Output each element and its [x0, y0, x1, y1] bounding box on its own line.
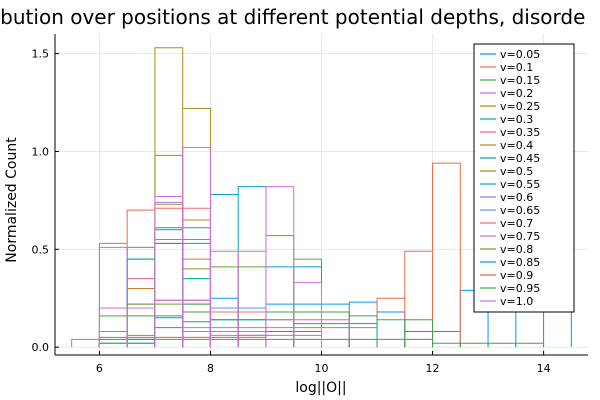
- legend-label: v=1.0: [500, 295, 533, 308]
- legend-label: v=0.15: [500, 74, 540, 87]
- y-tick-label: 0.0: [32, 341, 50, 354]
- histogram-series-v-0-6: [126, 201, 267, 348]
- histogram-series-v-0-65: [126, 299, 267, 348]
- legend-label: v=0.05: [500, 48, 540, 61]
- legend-box: [473, 43, 575, 313]
- histogram-series-v-0-3: [126, 319, 378, 348]
- series-layer: [71, 47, 572, 348]
- legend-label: v=0.25: [500, 100, 540, 113]
- legend-label: v=0.85: [500, 256, 540, 269]
- legend-label: v=0.2: [500, 87, 533, 100]
- axes: 6 8 10 12 14 0.0 0.5 1.0 1.5: [32, 34, 588, 375]
- legend-label: v=0.65: [500, 204, 540, 217]
- y-axis-label: Normalized Count: [4, 137, 20, 263]
- x-tick-label: 8: [207, 362, 214, 375]
- x-tick-label: 10: [315, 362, 329, 375]
- x-tick-label: 12: [426, 362, 440, 375]
- y-tick-label: 1.0: [32, 145, 50, 158]
- histogram-series-v-0-8: [126, 235, 322, 348]
- histogram-series-v-0-4: [126, 203, 211, 348]
- x-axis-label: log||O||: [295, 380, 346, 396]
- legend-label: v=0.8: [500, 243, 533, 256]
- legend-label: v=0.75: [500, 230, 540, 243]
- legend-label: v=0.7: [500, 217, 533, 230]
- legend-label: v=0.95: [500, 282, 540, 295]
- histogram-series-v-0-95: [98, 338, 434, 348]
- legend-label: v=0.3: [500, 113, 533, 126]
- y-tick-label: 1.5: [32, 48, 50, 61]
- legend-label: v=0.9: [500, 269, 533, 282]
- y-tick-label: 0.5: [32, 243, 50, 256]
- legend-label: v=0.6: [500, 191, 533, 204]
- x-tick-label: 6: [96, 362, 103, 375]
- histogram-series-v-0-5: [126, 154, 211, 348]
- histogram-series-v-1-0: [98, 147, 322, 348]
- histogram-series-v-0-9: [98, 336, 267, 348]
- histogram-series-v-0-35: [98, 239, 322, 348]
- legend-label: v=0.1: [500, 61, 533, 74]
- legend-label: v=0.4: [500, 139, 533, 152]
- chart-title: ibution over positions at different pote…: [0, 5, 585, 29]
- legend-label: v=0.45: [500, 152, 540, 165]
- legend-label: v=0.35: [500, 126, 540, 139]
- legend-label: v=0.55: [500, 178, 540, 191]
- legend: v=0.05v=0.1v=0.15v=0.2v=0.25v=0.3v=0.35v…: [473, 43, 575, 313]
- histogram-series-v-0-85: [98, 186, 322, 348]
- legend-label: v=0.5: [500, 165, 533, 178]
- histogram-series-v-0-7: [154, 207, 267, 348]
- x-tick-label: 14: [537, 362, 551, 375]
